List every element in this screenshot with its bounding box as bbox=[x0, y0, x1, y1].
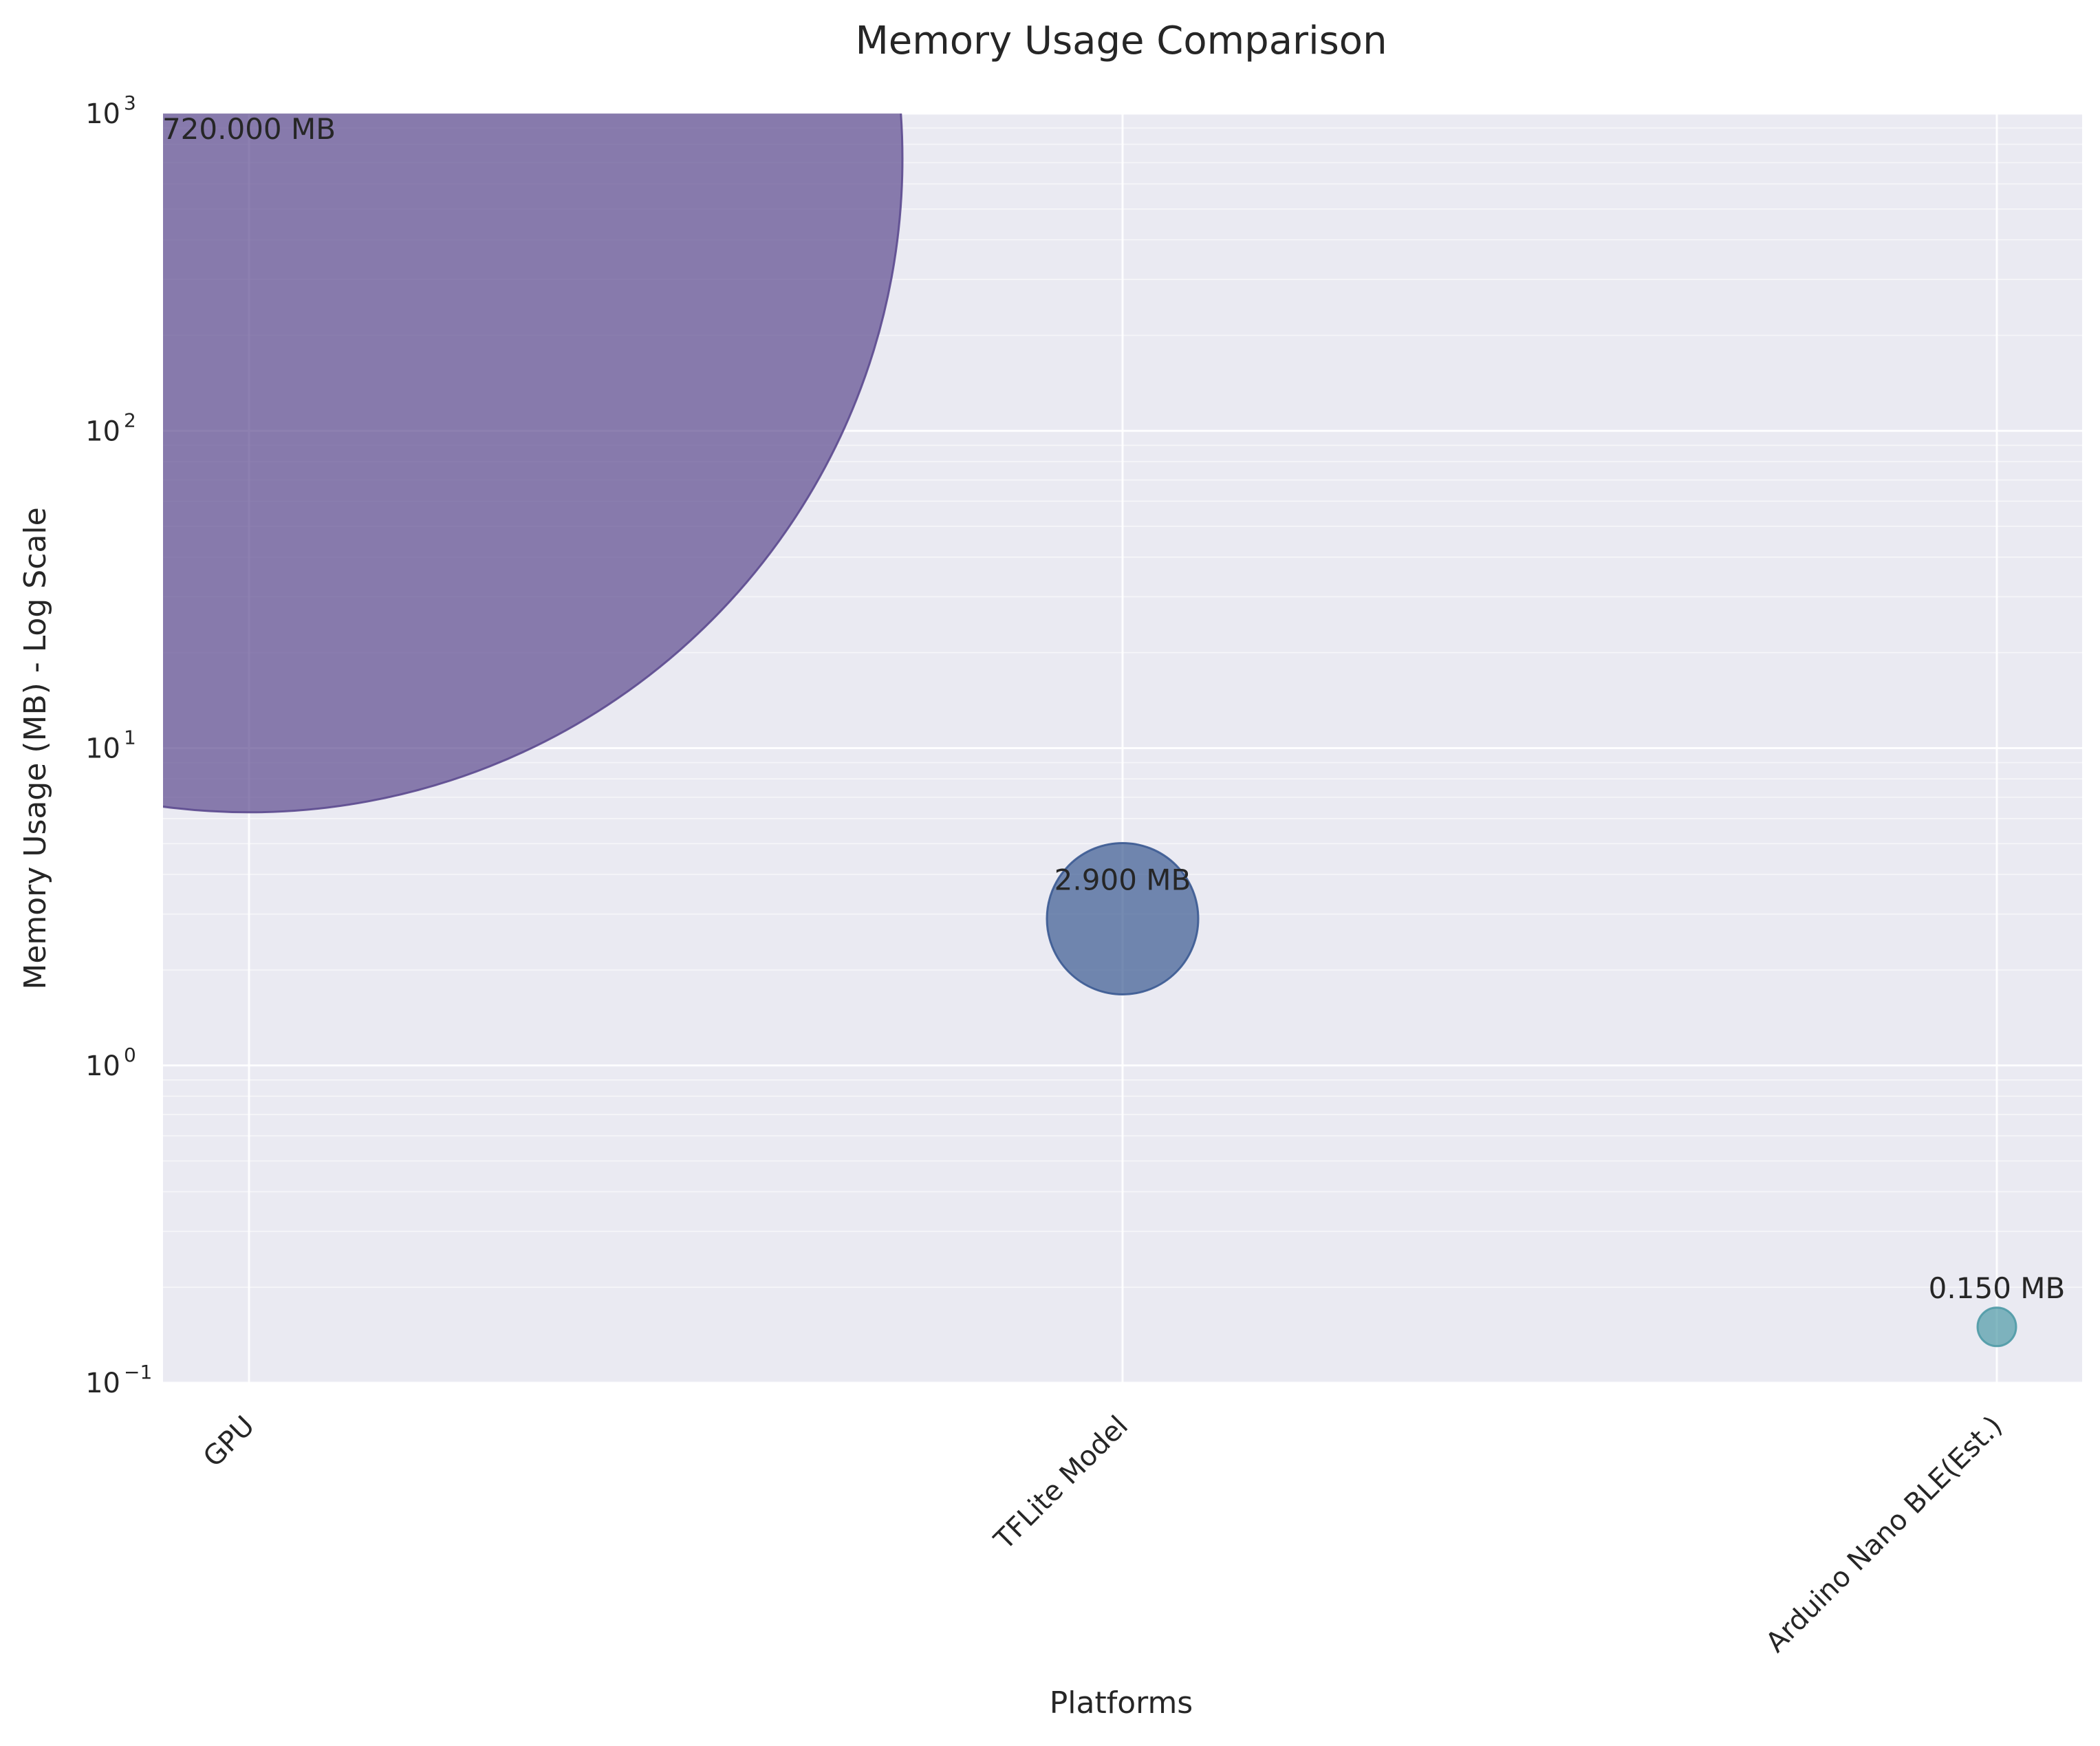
y-tick-exponent: 1 bbox=[124, 726, 136, 749]
x-tick-label: Arduino Nano BLE(Est.) bbox=[1760, 1410, 2009, 1659]
bubble-gpu bbox=[163, 114, 904, 814]
y-tick-label: 10 bbox=[85, 1368, 120, 1399]
y-tick-label: 10 bbox=[85, 98, 120, 130]
data-label: 720.000 MB bbox=[162, 112, 336, 146]
x-axis-label: Platforms bbox=[1050, 1685, 1193, 1721]
y-tick-exponent: 0 bbox=[124, 1044, 136, 1066]
data-labels: 720.000 MB 2.900 MB 0.150 MB bbox=[162, 112, 2065, 1305]
x-tick-label: GPU bbox=[197, 1410, 261, 1474]
grid-lines bbox=[163, 112, 2082, 1384]
y-tick-label: 10 bbox=[85, 416, 120, 447]
data-label: 2.900 MB bbox=[1054, 863, 1191, 896]
y-tick-label: 10 bbox=[85, 733, 120, 765]
y-tick-label: 10 bbox=[85, 1050, 120, 1082]
x-axis-ticks: GPU TFLite Model Arduino Nano BLE(Est.) bbox=[197, 1410, 2009, 1659]
data-label: 0.150 MB bbox=[1929, 1271, 2066, 1305]
bubbles bbox=[163, 114, 2017, 1348]
y-tick-exponent: −1 bbox=[124, 1361, 152, 1383]
chart-title: Memory Usage Comparison bbox=[855, 19, 1387, 63]
x-tick-label: TFLite Model bbox=[988, 1410, 1134, 1557]
y-axis-label: Memory Usage (MB) - Log Scale bbox=[18, 507, 53, 989]
bubble-tflite-model bbox=[1046, 841, 1200, 995]
y-tick-exponent: 2 bbox=[124, 409, 136, 431]
bubble-arduino-nano-ble-est bbox=[1976, 1306, 2017, 1348]
y-tick-exponent: 3 bbox=[124, 91, 136, 114]
